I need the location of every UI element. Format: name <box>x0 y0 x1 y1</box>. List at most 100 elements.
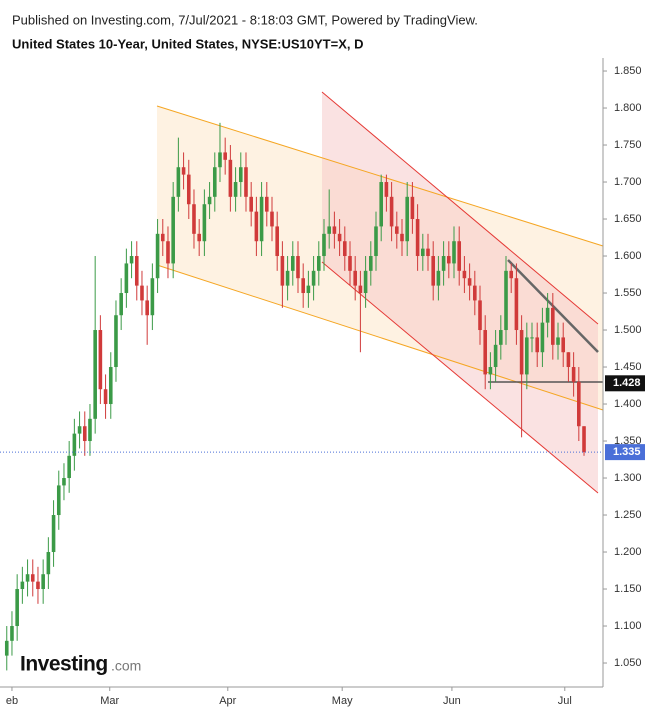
candle-body <box>571 367 576 382</box>
candle-body <box>176 167 181 197</box>
candle-body <box>223 152 227 160</box>
candle-body <box>426 248 430 257</box>
candle-body <box>238 167 243 183</box>
candle-body <box>88 418 92 442</box>
candle-body <box>82 426 87 442</box>
candle-body <box>410 196 415 220</box>
candle-body <box>67 455 71 479</box>
candle-body <box>30 574 35 582</box>
candle-body <box>212 167 217 197</box>
candle-body <box>473 285 477 301</box>
drawings <box>156 91 604 494</box>
candle-body <box>275 226 279 257</box>
candle-body <box>280 256 285 286</box>
candle-body <box>171 196 175 264</box>
candle-body <box>519 330 524 375</box>
x-tick-label: Mar <box>100 695 119 707</box>
candle-body <box>353 270 357 286</box>
candle-body <box>441 256 446 271</box>
candle-body <box>368 256 373 271</box>
candle-body <box>342 241 347 257</box>
candle-body <box>134 256 139 286</box>
candle-body <box>77 426 82 434</box>
candle-body <box>249 196 253 212</box>
instrument-title: United States 10-Year, United States, NY… <box>12 36 363 51</box>
candle-body <box>108 367 113 405</box>
candle-body <box>478 300 482 331</box>
candle-body <box>72 433 77 456</box>
candle-body <box>155 233 160 279</box>
y-tick-label: 1.300 <box>614 472 642 484</box>
candle-body <box>525 337 529 375</box>
candle-body <box>457 241 462 271</box>
candle-body <box>10 626 14 641</box>
candle-body <box>384 182 389 197</box>
candle-body <box>556 337 560 345</box>
candle-body <box>51 515 56 553</box>
y-tick-label: 1.850 <box>614 65 642 77</box>
orange-top <box>156 105 604 247</box>
candle-body <box>488 367 493 375</box>
logo-suffix: .com <box>111 658 141 674</box>
candle-body <box>358 285 363 294</box>
x-tick-label: Jul <box>558 695 572 707</box>
candle-body <box>145 300 149 316</box>
red-bottom <box>321 261 599 494</box>
candle-body <box>540 322 545 353</box>
y-tick-label: 1.650 <box>614 213 642 225</box>
candle-body <box>509 270 514 279</box>
candle-body <box>254 211 259 242</box>
candle-body <box>150 278 155 316</box>
y-tick-label: 1.800 <box>614 102 642 114</box>
candle-body <box>452 241 456 264</box>
candle-body <box>551 307 555 345</box>
candle-body <box>577 381 581 427</box>
candle-body <box>311 270 316 286</box>
candle-body <box>400 233 404 242</box>
candle-body <box>493 344 498 368</box>
candle-body <box>25 574 30 582</box>
candle-body <box>301 278 305 294</box>
candle-body <box>93 330 97 419</box>
candle-body <box>363 270 368 294</box>
x-tick-label: Jun <box>443 695 461 707</box>
candle-body <box>103 389 108 405</box>
candle-body <box>244 167 248 197</box>
price-label-box <box>605 375 645 392</box>
candle-body <box>337 233 342 242</box>
candle-body <box>56 485 61 516</box>
candle-body <box>535 337 540 353</box>
candle-body <box>415 219 420 257</box>
candle-body <box>566 352 571 368</box>
x-tick-label: Apr <box>219 695 236 707</box>
candle-body <box>181 167 186 175</box>
candle-body <box>129 256 134 264</box>
candle-body <box>233 182 238 197</box>
y-tick-label: 1.350 <box>614 435 642 447</box>
candle-body <box>504 270 508 331</box>
y-tick-label: 1.150 <box>614 583 642 595</box>
y-tick-label: 1.050 <box>614 657 642 669</box>
y-tick-label: 1.700 <box>614 176 642 188</box>
candle-body <box>296 256 300 279</box>
candle-body <box>4 640 9 656</box>
candle-body <box>46 552 51 575</box>
candle-body <box>259 196 264 242</box>
candle-body <box>36 581 40 590</box>
y-tick-label: 1.250 <box>614 509 642 521</box>
candle-body <box>197 233 201 242</box>
candle-body <box>140 285 144 301</box>
candle-body <box>379 182 383 227</box>
y-tick-label: 1.500 <box>614 324 642 336</box>
y-tick-label: 1.100 <box>614 620 642 632</box>
candle-body <box>306 285 311 294</box>
candle-body <box>228 159 233 197</box>
candle-body <box>561 337 566 353</box>
candle-body <box>545 307 550 323</box>
candle-body <box>218 152 222 168</box>
candle-body <box>332 226 337 234</box>
candle-body <box>192 204 196 234</box>
y-tick-label: 1.450 <box>614 361 642 373</box>
candle-body <box>374 226 378 257</box>
